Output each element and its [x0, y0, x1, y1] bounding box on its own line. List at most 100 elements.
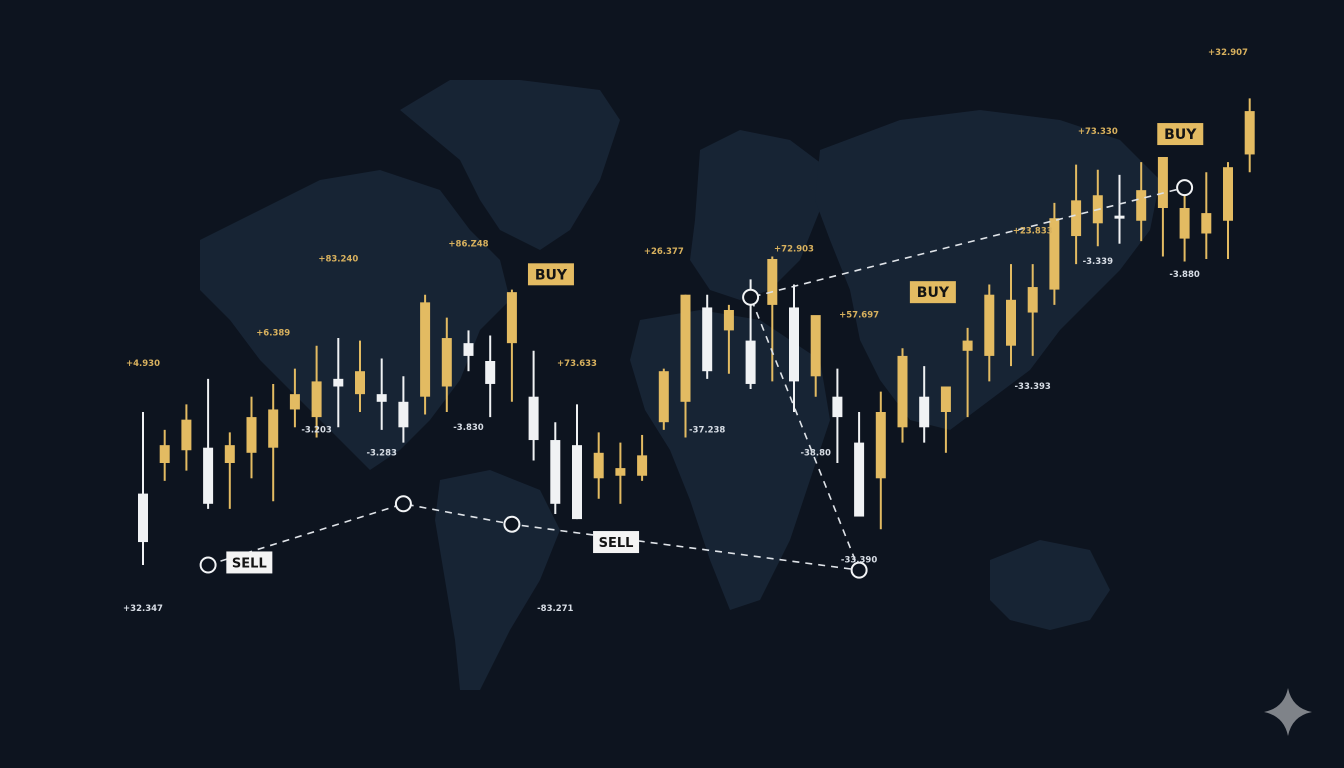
- candle-body: [463, 343, 474, 356]
- candle: [680, 294, 691, 438]
- candle-body: [1244, 111, 1255, 155]
- candle-body: [767, 259, 778, 305]
- sell-tag-label: SELL: [599, 536, 634, 551]
- candle: [854, 412, 865, 517]
- value-label: +32.347: [123, 604, 163, 614]
- pivot-circle: [199, 556, 217, 574]
- candle-body: [1114, 215, 1125, 219]
- candle-body: [962, 340, 973, 351]
- asia-shape: [815, 110, 1160, 430]
- pivot-circle: [1176, 179, 1194, 197]
- value-label: -33.390: [841, 555, 877, 565]
- candle: [268, 383, 279, 502]
- candle: [398, 376, 409, 443]
- candle: [810, 315, 821, 397]
- candle-body: [441, 338, 452, 387]
- candle: [789, 284, 799, 412]
- candle: [1136, 162, 1147, 242]
- candle: [138, 412, 148, 565]
- candle-body: [637, 455, 648, 476]
- candle: [919, 366, 930, 443]
- sparkle-watermark-icon: [1264, 688, 1312, 736]
- candle-body: [355, 371, 365, 395]
- value-label: +4.930: [126, 359, 160, 369]
- pivot-circle: [394, 495, 412, 513]
- candle: [485, 335, 496, 418]
- candle: [702, 294, 713, 379]
- pivot-markers: [199, 179, 1194, 579]
- buy-tag-label: BUY: [917, 285, 950, 301]
- candle-body: [854, 442, 865, 517]
- candle-body: [789, 307, 799, 382]
- value-label: +26.377: [644, 247, 684, 257]
- candle-body: [506, 292, 517, 344]
- sell-tag: SELL: [593, 531, 640, 554]
- candle: [181, 404, 192, 471]
- value-label: -3.203: [301, 425, 331, 435]
- candle-body: [1157, 157, 1168, 208]
- value-label: -83.271: [537, 604, 573, 614]
- candle: [550, 422, 561, 514]
- signal-tags: SELL BUY SELL BUY BUY: [226, 123, 1204, 574]
- candle: [506, 289, 517, 402]
- candle-body: [1049, 218, 1060, 290]
- value-label: +72.903: [774, 244, 814, 254]
- candle: [767, 256, 778, 382]
- value-label: +32.907: [1208, 48, 1248, 58]
- sell-tag-box: [593, 531, 640, 554]
- candle-body: [940, 386, 951, 412]
- candle: [962, 327, 973, 418]
- candle: [1244, 98, 1255, 173]
- candle: [593, 432, 604, 499]
- buy-tag: BUY: [1157, 123, 1204, 146]
- candle: [832, 368, 843, 463]
- value-label: +57.697: [839, 311, 879, 321]
- value-label: -37.238: [689, 425, 725, 435]
- europe-shape: [690, 130, 830, 300]
- candle-body: [1006, 299, 1016, 346]
- buy-tag-box: [1157, 123, 1204, 146]
- buy-tag-label: BUY: [1164, 127, 1197, 143]
- candle-body: [528, 396, 539, 441]
- candle: [1179, 190, 1190, 262]
- value-label: +6.389: [256, 329, 290, 339]
- candle-body: [875, 412, 886, 479]
- candle-body: [1201, 213, 1212, 234]
- candle-body: [376, 394, 387, 402]
- world-map-background: [200, 80, 1160, 690]
- candle-body: [723, 310, 734, 331]
- candle: [875, 391, 886, 530]
- candle-body: [224, 445, 235, 463]
- north-america-shape: [200, 170, 510, 470]
- sell-tag-label: SELL: [232, 556, 267, 571]
- pivot-circle: [742, 288, 760, 306]
- value-label: +23.833: [1013, 227, 1053, 237]
- candle-body: [550, 440, 561, 504]
- candle-body: [181, 419, 192, 451]
- candle: [940, 386, 951, 453]
- candle-body: [984, 294, 995, 356]
- buy-tag: BUY: [527, 263, 574, 286]
- trend-path-line: [207, 186, 1185, 572]
- candle-body: [832, 396, 843, 418]
- buy-tag-box: [909, 281, 956, 304]
- candle: [1201, 172, 1212, 259]
- candle: [463, 330, 474, 372]
- buy-tag-box: [527, 263, 574, 286]
- value-label: +73.330: [1078, 127, 1118, 137]
- candlestick-series: [138, 98, 1255, 565]
- value-label: -33.393: [1015, 382, 1051, 392]
- candle: [1071, 164, 1082, 265]
- candle: [376, 358, 387, 430]
- buy-tag: BUY: [909, 281, 956, 304]
- candle-body: [1179, 208, 1190, 239]
- africa-shape: [630, 310, 830, 610]
- candle-body: [810, 315, 821, 377]
- candle-body: [159, 445, 170, 463]
- candle-body: [420, 302, 431, 397]
- value-labels: +4.930 +6.389 +83.240 +86.Z48 +73.633 +26.377…: [123, 48, 1248, 614]
- sell-tag: SELL: [226, 551, 273, 574]
- greenland-shape: [400, 80, 620, 250]
- candle: [1006, 264, 1016, 367]
